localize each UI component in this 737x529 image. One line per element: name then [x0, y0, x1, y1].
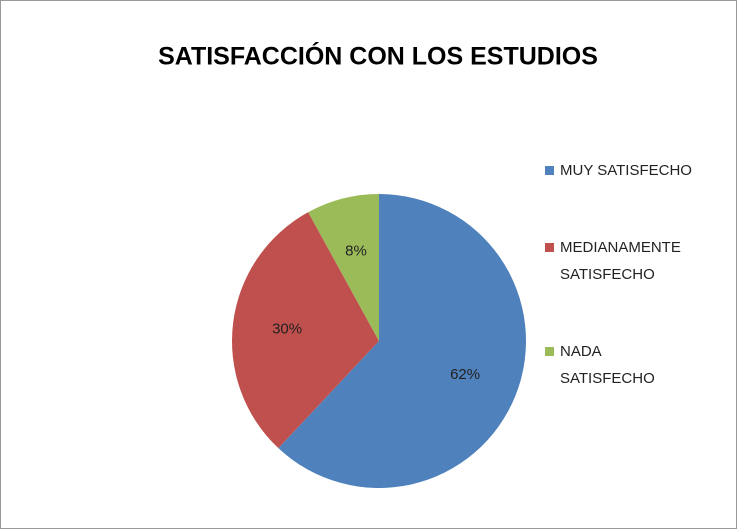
- legend-label: MEDIANAMENTE SATISFECHO: [560, 239, 681, 283]
- legend-item: NADA SATISFECHO: [545, 338, 680, 392]
- legend-swatch: [545, 243, 554, 252]
- legend-swatch: [545, 166, 554, 175]
- data-label: 62%: [450, 366, 480, 383]
- chart-title: SATISFACCIÓN CON LOS ESTUDIOS: [158, 41, 598, 71]
- pie-slice: [308, 194, 379, 341]
- legend-swatch: [545, 347, 554, 356]
- legend: MUY SATISFECHO MEDIANAMENTE SATISFECHO NAD…: [545, 157, 692, 392]
- pie-slice: [278, 194, 526, 488]
- data-label: 30%: [272, 320, 302, 337]
- legend-label: NADA SATISFECHO: [560, 343, 655, 387]
- legend-item: MEDIANAMENTE SATISFECHO: [545, 234, 681, 288]
- data-label: 8%: [345, 242, 367, 259]
- legend-label: MUY SATISFECHO: [560, 162, 692, 179]
- legend-item: MUY SATISFECHO: [545, 157, 692, 184]
- pie-slice: [232, 212, 379, 449]
